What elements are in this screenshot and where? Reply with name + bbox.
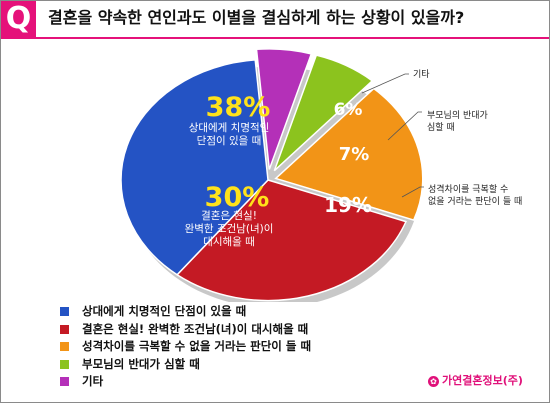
legend-item: 결혼은 현실! 완벽한 조건남(녀)이 대시해올 때: [60, 321, 420, 339]
callout-label: 없을 거라는 판단이 들 때: [428, 196, 522, 207]
pie-value-label: 7%: [339, 144, 370, 165]
legend-swatch: [60, 359, 69, 369]
pie-slice-caption: 단점이 있을 때: [197, 135, 262, 147]
pie-slice-caption: 완벽한 조건남(녀)이: [185, 222, 274, 235]
title-divider: [1, 37, 549, 39]
pie-slice-caption: 상대에게 치명적인: [189, 122, 270, 134]
legend-label: 결혼은 현실! 완벽한 조건남(녀)이 대시해올 때: [82, 321, 309, 336]
pie-slice: [120, 59, 269, 276]
pie-slice-caption: 대시해올 때: [203, 235, 255, 248]
callout-label: 부모님의 반대가: [427, 110, 488, 121]
callout-label: 기타: [413, 69, 430, 80]
legend-label: 성격차이를 극복할 수 없을 거라는 판단이 들 때: [82, 339, 312, 353]
callout-label: 심할 때: [427, 122, 455, 133]
legend-item: 부모님의 반대가 심할 때: [60, 356, 420, 374]
pie-value-label: 30%: [205, 182, 270, 213]
pie-value-label: 19%: [324, 193, 372, 217]
pie-slices: [120, 48, 424, 302]
legend-label: 부모님의 반대가 심할 때: [82, 356, 200, 371]
pie-slice: [273, 54, 374, 172]
legend-label: 기타: [82, 374, 104, 388]
logo-icon: ✿: [428, 376, 439, 387]
callout-leader-line: [401, 186, 424, 198]
pie-slice: [274, 87, 424, 221]
question-badge: Q: [1, 1, 36, 37]
legend-item: 성격차이를 극복할 수 없을 거라는 판단이 들 때: [60, 338, 420, 356]
page-title: 결혼을 약속한 연인과도 이별을 결심하게 하는 상황이 있을까?: [48, 8, 465, 27]
legend-swatch: [60, 377, 69, 386]
brand-logo: ✿ 가연결혼정보(주): [428, 372, 523, 388]
pie-value-label: 38%: [206, 92, 271, 123]
legend-swatch: [60, 342, 69, 351]
callout-leaders: [361, 73, 424, 198]
legend-label: 상대에게 치명적인 단점이 있을 때: [82, 304, 247, 318]
chart-legend: 상대에게 치명적인 단점이 있을 때 결혼은 현실! 완벽한 조건남(녀)이 대…: [60, 303, 420, 391]
legend-item: 기타: [60, 373, 420, 391]
callout-leader-line: [361, 73, 409, 94]
pie-value-label: 6%: [334, 100, 363, 120]
legend-swatch: [60, 324, 69, 334]
callout-leader-line: [387, 111, 422, 141]
legend-item: 상대에게 치명적인 단점이 있을 때: [60, 303, 420, 321]
legend-swatch: [60, 307, 69, 316]
callout-label: 성격차이를 극복할 수: [428, 183, 508, 195]
pie-slice-caption: 결혼은 현실!: [201, 209, 257, 222]
pie-slice: [175, 179, 407, 302]
pie-slice: [255, 48, 313, 170]
brand-label: 가연결혼정보(주): [442, 374, 523, 387]
